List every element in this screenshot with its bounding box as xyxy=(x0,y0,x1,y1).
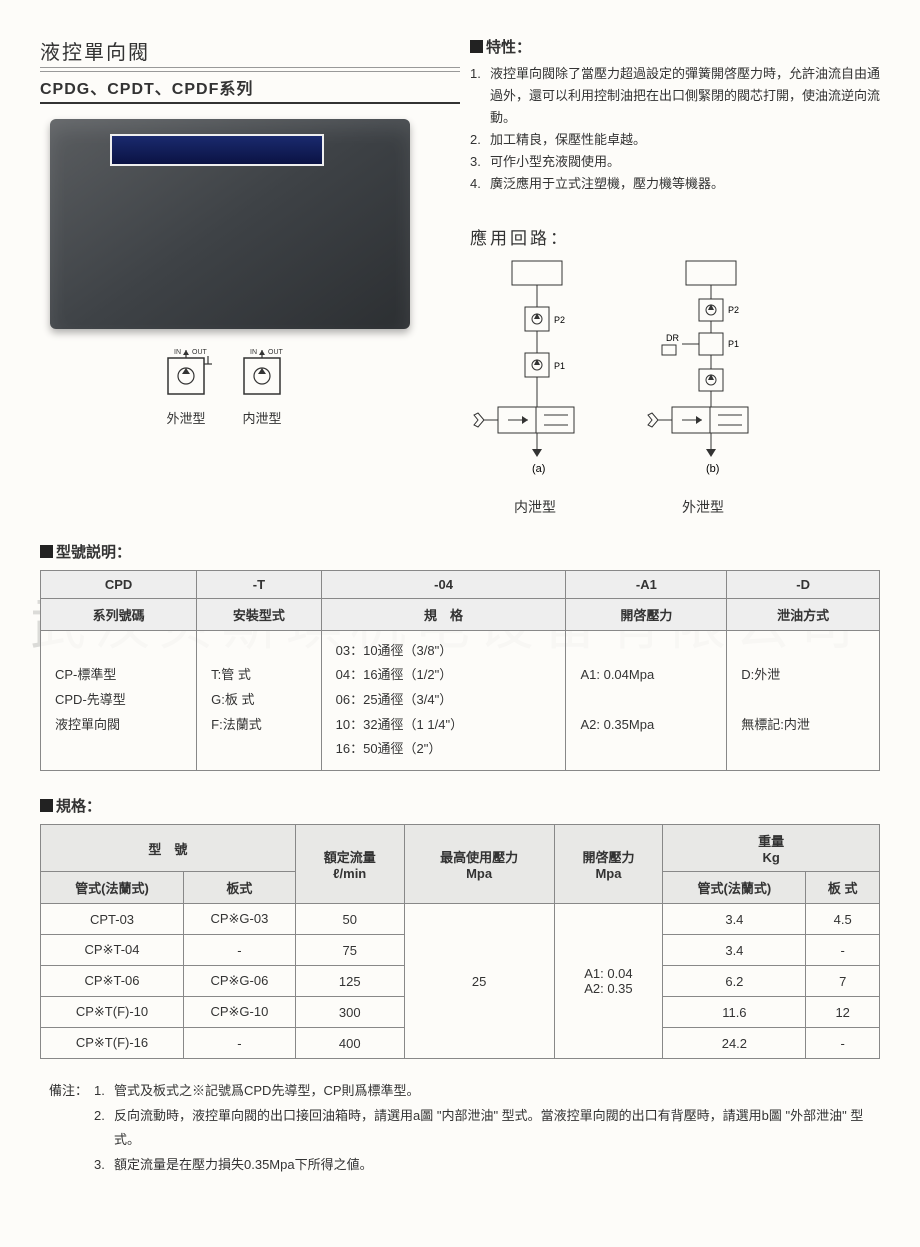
td: 75 xyxy=(295,935,404,966)
svg-text:IN: IN xyxy=(250,349,257,356)
td: 25 xyxy=(404,904,554,1059)
td: - xyxy=(184,935,296,966)
td: 3.4 xyxy=(663,904,806,935)
note-item: 額定流量是在壓力損失0.35Mpa下所得之値。 xyxy=(114,1153,373,1178)
th: 板 式 xyxy=(806,872,880,904)
td: 400 xyxy=(295,1028,404,1059)
td: 125 xyxy=(295,966,404,997)
product-photo xyxy=(50,119,410,329)
page-title: 液控單向閥 xyxy=(40,36,460,67)
th: -A1 xyxy=(566,570,727,598)
th: 安裝型式 xyxy=(197,598,322,630)
circuit-heading: 應用回路： xyxy=(470,224,880,249)
svg-text:P1: P1 xyxy=(554,361,565,371)
td: CP※T-04 xyxy=(41,935,184,966)
td: CP-標準型 CPD-先導型 液控單向閥 xyxy=(41,630,197,770)
td: 50 xyxy=(295,904,404,935)
td: - xyxy=(806,935,880,966)
th: 系列號碼 xyxy=(41,598,197,630)
td: 300 xyxy=(295,997,404,1028)
feature-item: 廣泛應用于立式注塑機，壓力機等機器。 xyxy=(490,173,724,195)
th: -T xyxy=(197,570,322,598)
svg-text:OUT: OUT xyxy=(268,349,284,356)
th: 管式(法蘭式) xyxy=(663,872,806,904)
td: 12 xyxy=(806,997,880,1028)
td: CPT-03 xyxy=(41,904,184,935)
symbol-external-icon: IN OUT xyxy=(160,344,212,404)
feature-item: 可作小型充液閥使用。 xyxy=(490,151,620,173)
model-heading: 型號説明： xyxy=(40,541,880,562)
th: 開啓壓力 Mpa xyxy=(554,825,663,904)
td: 6.2 xyxy=(663,966,806,997)
td: A1: 0.04Mpa A2: 0.35Mpa xyxy=(566,630,727,770)
th: 最高使用壓力 Mpa xyxy=(404,825,554,904)
svg-text:P2: P2 xyxy=(554,315,565,325)
page-subtitle: CPDG、CPDT、CPDF系列 xyxy=(40,81,253,98)
symbol-internal-label: 内泄型 xyxy=(236,408,288,427)
th: 管式(法蘭式) xyxy=(41,872,184,904)
td: - xyxy=(806,1028,880,1059)
th: 泄油方式 xyxy=(727,598,880,630)
spec-heading: 規格： xyxy=(40,795,880,816)
td: CP※G-10 xyxy=(184,997,296,1028)
td: T:管 式 G:板 式 F:法蘭式 xyxy=(197,630,322,770)
td: CP※G-06 xyxy=(184,966,296,997)
td: CP※T(F)-10 xyxy=(41,997,184,1028)
features-list: 1.液控單向閥除了當壓力超過設定的彈簧開啓壓力時，允許油流自由通過外，還可以利用… xyxy=(470,63,880,196)
th: -D xyxy=(727,570,880,598)
svg-text:DR: DR xyxy=(666,333,679,343)
th: 規 格 xyxy=(321,598,566,630)
svg-text:P2: P2 xyxy=(728,305,739,315)
td: 7 xyxy=(806,966,880,997)
th: 板式 xyxy=(184,872,296,904)
note-item: 管式及板式之※記號爲CPD先導型，CP則爲標準型。 xyxy=(114,1079,420,1104)
circuit-a-label: 内泄型 xyxy=(470,497,600,517)
td: A1: 0.04 A2: 0.35 xyxy=(554,904,663,1059)
circuit-b-label: 外泄型 xyxy=(628,497,778,517)
model-table: CPD -T -04 -A1 -D 系列號碼 安裝型式 規 格 開啓壓力 泄油方… xyxy=(40,570,880,771)
th: -04 xyxy=(321,570,566,598)
th: 開啓壓力 xyxy=(566,598,727,630)
td: 03：10通徑（3/8"） 04：16通徑（1/2"） 06：25通徑（3/4"… xyxy=(321,630,566,770)
notes-block: 備注： 1. 管式及板式之※記號爲CPD先導型，CP則爲標準型。 2. 反向流動… xyxy=(40,1079,880,1178)
features-heading: 特性： xyxy=(470,36,880,57)
symbol-external-label: 外泄型 xyxy=(160,408,212,427)
svg-text:P1: P1 xyxy=(728,339,739,349)
notes-label: 備注： xyxy=(40,1079,94,1104)
th: 重量 Kg xyxy=(663,825,880,872)
td: CP※T-06 xyxy=(41,966,184,997)
svg-text:(a): (a) xyxy=(532,463,545,475)
circuit-a-diagram: P2 P1 xyxy=(470,257,600,487)
svg-text:IN: IN xyxy=(174,349,181,356)
symbol-internal-icon: IN OUT xyxy=(236,344,288,404)
th: 額定流量 ℓ/min xyxy=(295,825,404,904)
feature-item: 加工精良，保壓性能卓越。 xyxy=(490,129,646,151)
circuit-b-diagram: P2 P1 DR xyxy=(628,257,778,487)
td: 11.6 xyxy=(663,997,806,1028)
td: D:外泄 無標記:内泄 xyxy=(727,630,880,770)
feature-item: 液控單向閥除了當壓力超過設定的彈簧開啓壓力時，允許油流自由通過外，還可以利用控制… xyxy=(490,63,880,129)
td: 24.2 xyxy=(663,1028,806,1059)
spec-table: 型 號 額定流量 ℓ/min 最高使用壓力 Mpa 開啓壓力 Mpa 重量 Kg… xyxy=(40,824,880,1059)
th: 型 號 xyxy=(41,825,296,872)
th: CPD xyxy=(41,570,197,598)
td: CP※G-03 xyxy=(184,904,296,935)
note-item: 反向流動時，液控單向閥的出口接回油箱時，請選用a圖 "内部泄油" 型式。當液控單… xyxy=(114,1104,880,1153)
td: - xyxy=(184,1028,296,1059)
td: 4.5 xyxy=(806,904,880,935)
svg-text:(b): (b) xyxy=(706,463,719,475)
svg-text:OUT: OUT xyxy=(192,349,208,356)
td: CP※T(F)-16 xyxy=(41,1028,184,1059)
td: 3.4 xyxy=(663,935,806,966)
